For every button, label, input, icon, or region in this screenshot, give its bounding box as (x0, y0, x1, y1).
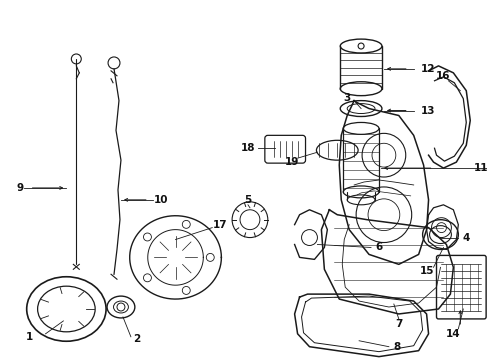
Text: 7: 7 (394, 319, 402, 329)
Text: 14: 14 (445, 329, 460, 339)
Text: 2: 2 (133, 334, 140, 344)
Text: 4: 4 (462, 233, 469, 243)
Text: 3: 3 (343, 93, 350, 103)
Text: 13: 13 (420, 105, 434, 116)
Text: 16: 16 (435, 71, 450, 81)
Text: 18: 18 (240, 143, 255, 153)
Text: 8: 8 (392, 342, 400, 352)
Text: 19: 19 (284, 157, 298, 167)
Text: 9: 9 (16, 183, 23, 193)
Text: 11: 11 (473, 163, 487, 173)
Text: 15: 15 (419, 266, 433, 276)
Text: 17: 17 (212, 220, 227, 230)
Text: 1: 1 (26, 332, 33, 342)
Text: 12: 12 (420, 64, 434, 74)
Text: 6: 6 (375, 243, 382, 252)
Text: 10: 10 (153, 195, 167, 205)
Text: 5: 5 (244, 195, 251, 205)
